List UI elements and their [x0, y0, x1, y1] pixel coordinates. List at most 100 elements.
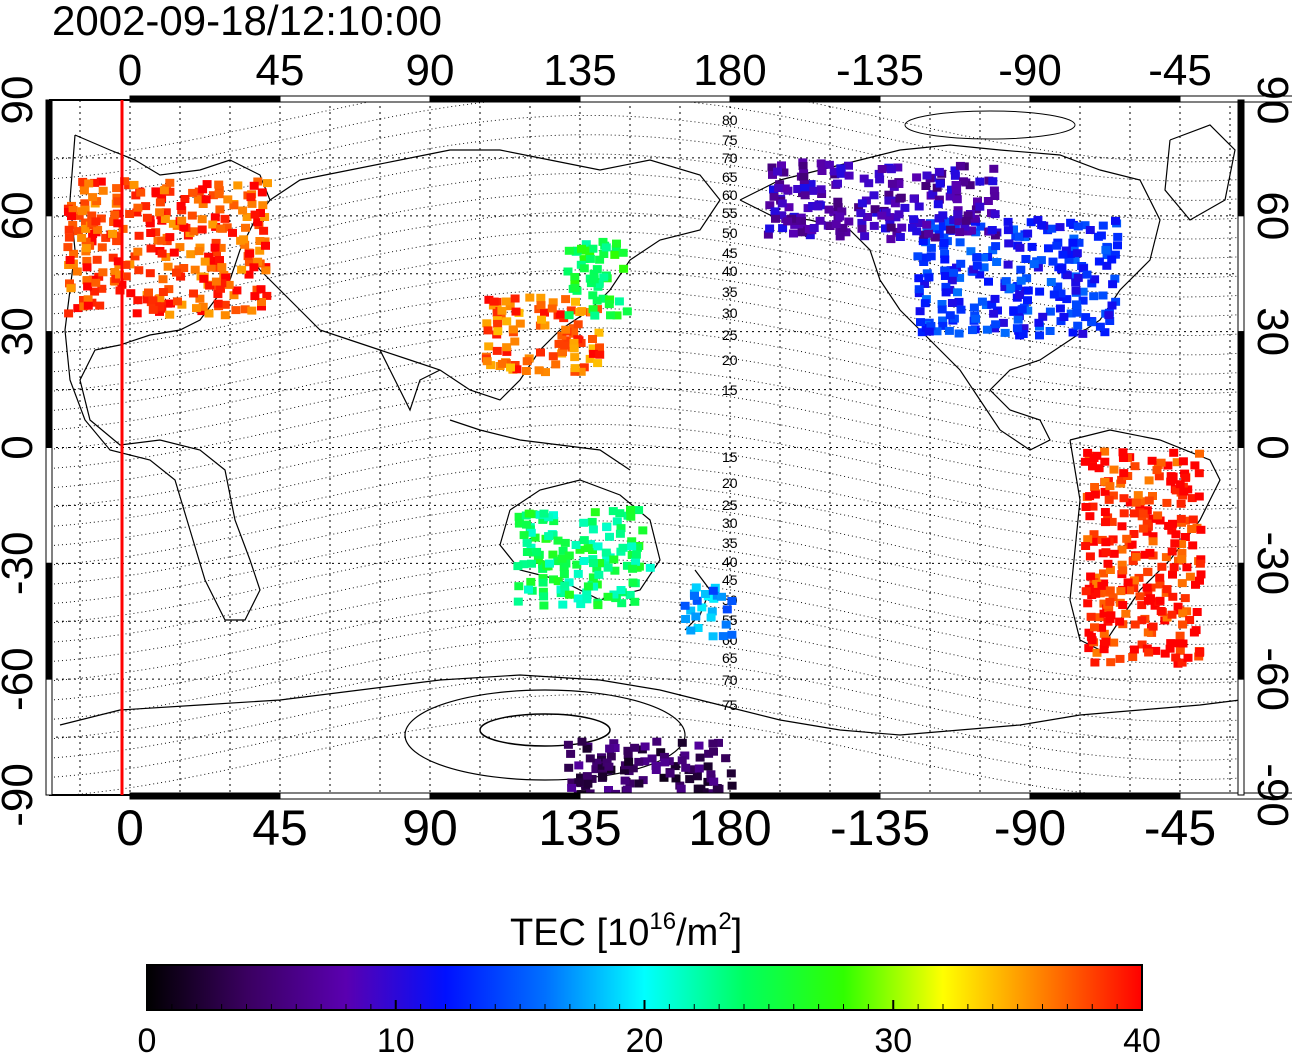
tec-cell-south-america [1195, 449, 1204, 458]
tec-cell-europe [237, 265, 247, 274]
contour-label: 75 [722, 697, 738, 713]
tec-cell-australia [589, 582, 599, 591]
tec-cell-south-america [1092, 579, 1102, 588]
tec-cell-antarctica [602, 758, 612, 767]
tec-cell-alaska-canada [765, 201, 775, 210]
tec-cell-north-america [1066, 309, 1076, 318]
tec-cell-alaska-canada [989, 186, 999, 195]
tec-cell-south-america [1148, 622, 1158, 631]
tec-cell-north-america [1069, 242, 1079, 251]
tec-cell-east-asia [547, 304, 557, 313]
tec-cell-europe [98, 268, 108, 277]
tec-cell-japan [579, 264, 589, 273]
tec-cell-south-america [1195, 559, 1205, 568]
tec-cell-south-america [1175, 480, 1185, 489]
tec-cell-east-asia [489, 297, 499, 306]
tec-cell-south-america [1128, 653, 1138, 661]
tec-cell-north-america [926, 322, 936, 331]
tec-cell-south-america [1105, 586, 1115, 595]
tec-cell-europe [97, 284, 107, 293]
tec-cell-north-america [914, 285, 924, 294]
tec-cell-europe [81, 224, 91, 233]
tec-cell-new-zealand [727, 597, 737, 605]
tec-cell-europe [165, 178, 175, 187]
tec-cell-south-america [1133, 491, 1143, 500]
tec-cell-north-america [972, 261, 982, 270]
south-pole-contour-inner [479, 713, 611, 747]
tec-cell-south-america [1086, 632, 1096, 641]
tec-cell-south-america [1099, 645, 1109, 654]
tec-cell-alaska-canada [863, 213, 872, 221]
tec-cell-north-america [1019, 324, 1029, 333]
tec-cell-alaska-canada [877, 211, 887, 220]
tec-cell-australia [608, 507, 618, 516]
tec-cell-europe [72, 267, 82, 276]
tec-cell-north-america [1102, 251, 1112, 260]
tec-cell-antarctica [677, 738, 687, 747]
tec-cell-europe [221, 273, 231, 282]
tec-cell-antarctica [574, 761, 584, 770]
tec-cell-north-america [1064, 255, 1074, 264]
tec-cell-europe [94, 272, 104, 281]
contour-label: 80 [722, 112, 738, 128]
tec-cell-south-america [1187, 525, 1197, 533]
tec-cell-europe [159, 186, 169, 195]
tec-cell-north-america [1078, 329, 1088, 338]
tec-cell-australia [582, 595, 592, 604]
magnetic-contour [50, 462, 1240, 549]
magnetic-contour [50, 597, 1240, 684]
tec-cell-europe [88, 193, 98, 202]
tec-cell-south-america [1179, 487, 1189, 496]
magnetic-contour [50, 481, 1240, 568]
tec-cell-alaska-canada [875, 175, 885, 184]
colorbar: TEC [1016/m2] 0 10 20 30 40 [138, 908, 1161, 1057]
tec-cell-north-america [1068, 238, 1078, 247]
tec-cell-australia [530, 533, 540, 542]
tec-cell-europe [165, 233, 175, 242]
tec-cell-north-america [991, 242, 1001, 251]
tec-cell-south-america [1169, 563, 1179, 572]
tec-cell-east-asia [540, 308, 549, 317]
tec-cell-europe [214, 190, 224, 199]
tec-cell-europe [78, 177, 88, 186]
top-frame-segment [879, 95, 1031, 103]
tec-cell-australia [538, 574, 548, 583]
tec-cell-south-america [1144, 496, 1154, 505]
tec-cell-europe [148, 305, 158, 314]
tec-cell-alaska-canada [895, 233, 905, 241]
contour-label: 20 [722, 352, 738, 368]
tec-cell-alaska-canada [778, 224, 788, 233]
tec-cell-new-zealand [701, 590, 710, 598]
tec-cell-alaska-canada [933, 200, 943, 209]
right-frame-segment [1237, 99, 1245, 217]
tec-cell-alaska-canada [817, 167, 827, 175]
tec-cell-antarctica [606, 752, 616, 761]
tec-cell-new-zealand [710, 591, 720, 600]
tec-cell-north-america [1021, 255, 1031, 263]
tec-cell-antarctica [611, 789, 621, 795]
tec-cell-south-america [1166, 639, 1176, 648]
tec-cell-south-america [1119, 469, 1129, 478]
tec-cell-europe [179, 264, 189, 272]
tec-cell-east-asia [510, 361, 520, 369]
tec-cell-europe [157, 236, 167, 245]
magnetic-contour [50, 230, 1240, 317]
tec-cell-europe [112, 184, 122, 193]
tec-cell-north-america [1009, 306, 1019, 315]
tec-cell-japan [579, 255, 589, 264]
tec-cell-australia [526, 577, 536, 586]
tec-cell-north-america [1070, 255, 1080, 264]
tec-cell-japan [588, 291, 598, 300]
tec-cell-south-america [1191, 626, 1201, 635]
tec-cell-alaska-canada [777, 199, 787, 208]
tec-cell-antarctica [623, 746, 633, 755]
tec-cell-europe [217, 279, 227, 288]
contour-label: 35 [722, 535, 738, 551]
tec-cell-europe [155, 198, 165, 207]
tec-cell-south-america [1182, 563, 1192, 572]
tec-cell-north-america [1096, 231, 1106, 240]
tec-cell-europe [83, 301, 93, 310]
tec-cell-south-america [1122, 534, 1132, 543]
tec-cell-antarctica [592, 758, 602, 767]
tec-cell-alaska-canada [894, 180, 904, 188]
